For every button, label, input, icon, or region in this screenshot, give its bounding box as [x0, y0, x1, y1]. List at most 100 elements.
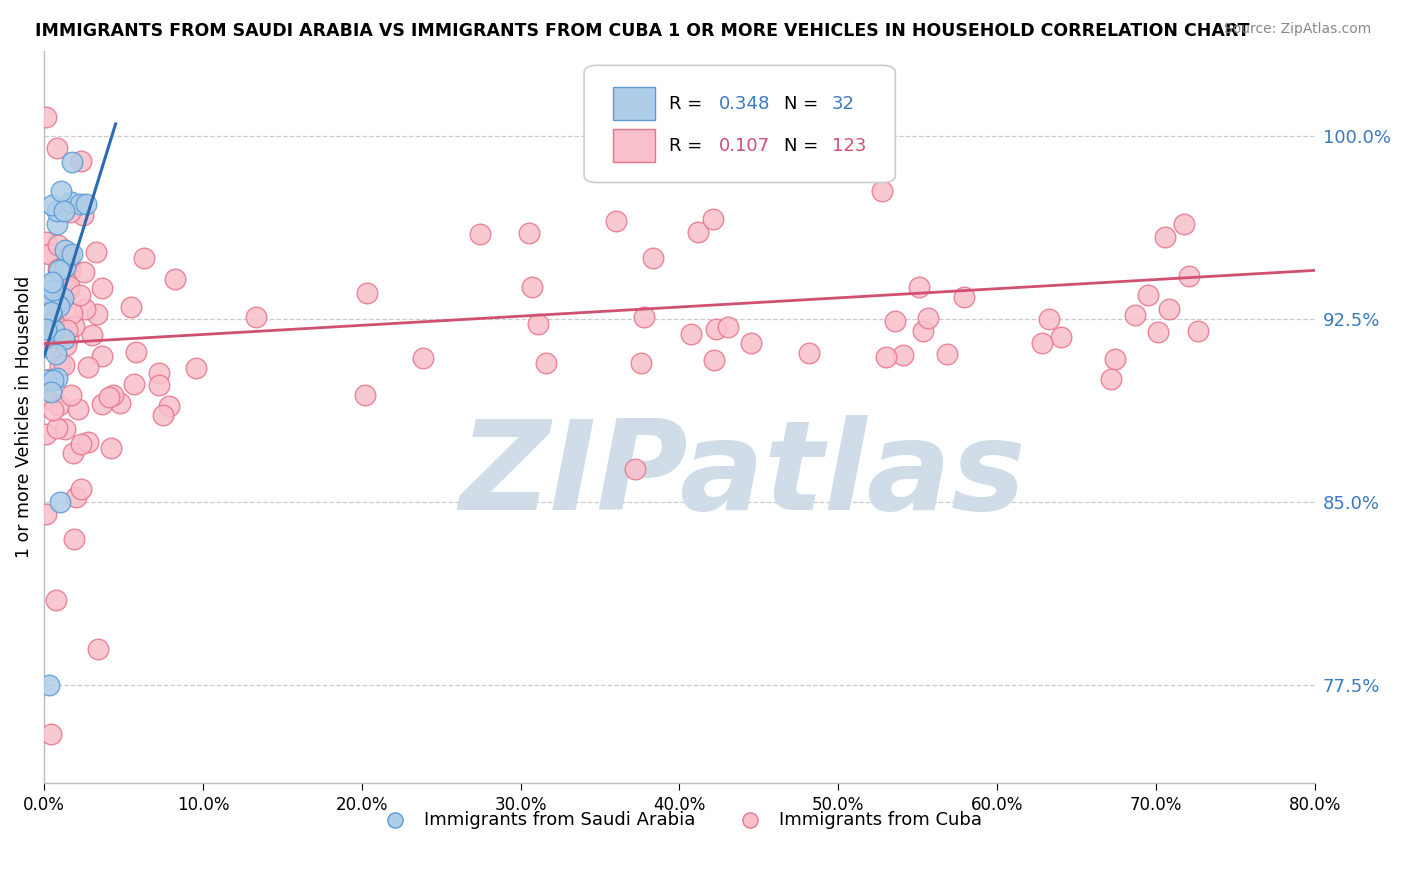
Point	[59, 263, 82, 277]
Point	[39, 247, 62, 261]
Point	[62, 318, 84, 333]
Point	[884, 314, 907, 328]
Point	[623, 462, 645, 476]
Point	[1123, 309, 1146, 323]
Point	[86, 308, 108, 322]
FancyBboxPatch shape	[583, 65, 896, 183]
Point	[55, 259, 77, 273]
Point	[46, 370, 69, 384]
Point	[100, 441, 122, 455]
Text: R =: R =	[669, 136, 709, 155]
Point	[48, 263, 70, 277]
Point	[148, 366, 170, 380]
Point	[45, 217, 67, 231]
Point	[42, 403, 65, 417]
Point	[35, 322, 58, 336]
Point	[41, 324, 63, 338]
Point	[75, 197, 97, 211]
Point	[108, 396, 131, 410]
Text: Source: ZipAtlas.com: Source: ZipAtlas.com	[1223, 22, 1371, 37]
Point	[42, 293, 65, 307]
Point	[58, 248, 80, 262]
Point	[60, 388, 83, 402]
Point	[53, 332, 76, 346]
Point	[53, 243, 76, 257]
Point	[912, 324, 935, 338]
Point	[49, 321, 72, 335]
Point	[706, 321, 728, 335]
Point	[46, 237, 69, 252]
Point	[39, 727, 62, 741]
Point	[76, 360, 98, 375]
Point	[520, 280, 543, 294]
Point	[59, 205, 82, 219]
Point	[46, 261, 69, 276]
Point	[42, 277, 65, 291]
Point	[1173, 217, 1195, 231]
Point	[69, 287, 91, 301]
Point	[38, 678, 60, 692]
Point	[702, 212, 724, 227]
Point	[91, 281, 114, 295]
Point	[86, 245, 108, 260]
Point	[132, 251, 155, 265]
Point	[35, 110, 58, 124]
Point	[35, 392, 58, 407]
Point	[69, 197, 91, 211]
Text: 32: 32	[832, 95, 855, 113]
Bar	[613, 87, 655, 120]
Point	[46, 421, 69, 435]
Point	[65, 490, 87, 504]
Point	[97, 390, 120, 404]
Point	[72, 209, 94, 223]
Point	[37, 331, 59, 345]
Point	[77, 434, 100, 449]
Text: 0.348: 0.348	[718, 95, 770, 113]
Point	[34, 372, 56, 386]
Point	[69, 482, 91, 496]
Point	[70, 153, 93, 168]
Point	[41, 275, 63, 289]
Point	[45, 593, 67, 607]
Bar	[613, 129, 655, 162]
Point	[45, 347, 67, 361]
Point	[936, 347, 959, 361]
Point	[120, 300, 142, 314]
Point	[907, 280, 929, 294]
Point	[48, 299, 70, 313]
Text: N =: N =	[783, 95, 824, 113]
Point	[70, 437, 93, 451]
Point	[39, 372, 62, 386]
Text: N =: N =	[783, 136, 824, 155]
Point	[1177, 269, 1199, 284]
Point	[39, 385, 62, 400]
Text: R =: R =	[669, 95, 709, 113]
Point	[55, 319, 77, 334]
Point	[891, 348, 914, 362]
Point	[86, 641, 108, 656]
Point	[527, 317, 550, 331]
Text: IMMIGRANTS FROM SAUDI ARABIA VS IMMIGRANTS FROM CUBA 1 OR MORE VEHICLES IN HOUSE: IMMIGRANTS FROM SAUDI ARABIA VS IMMIGRAN…	[35, 22, 1250, 40]
Point	[35, 507, 58, 521]
Point	[412, 351, 434, 365]
Point	[48, 398, 70, 412]
Point	[66, 401, 89, 416]
Point	[605, 214, 627, 228]
Point	[35, 308, 58, 322]
Point	[60, 306, 83, 320]
Point	[46, 141, 69, 155]
Point	[1136, 288, 1159, 302]
Point	[163, 272, 186, 286]
Point	[917, 310, 939, 325]
Point	[703, 352, 725, 367]
Point	[35, 427, 58, 442]
Point	[1154, 230, 1177, 244]
Point	[60, 247, 83, 261]
Point	[37, 292, 59, 306]
Point	[517, 226, 540, 240]
Point	[717, 320, 740, 334]
Point	[58, 257, 80, 271]
Point	[1050, 329, 1073, 343]
Point	[875, 350, 897, 364]
Point	[245, 310, 267, 324]
